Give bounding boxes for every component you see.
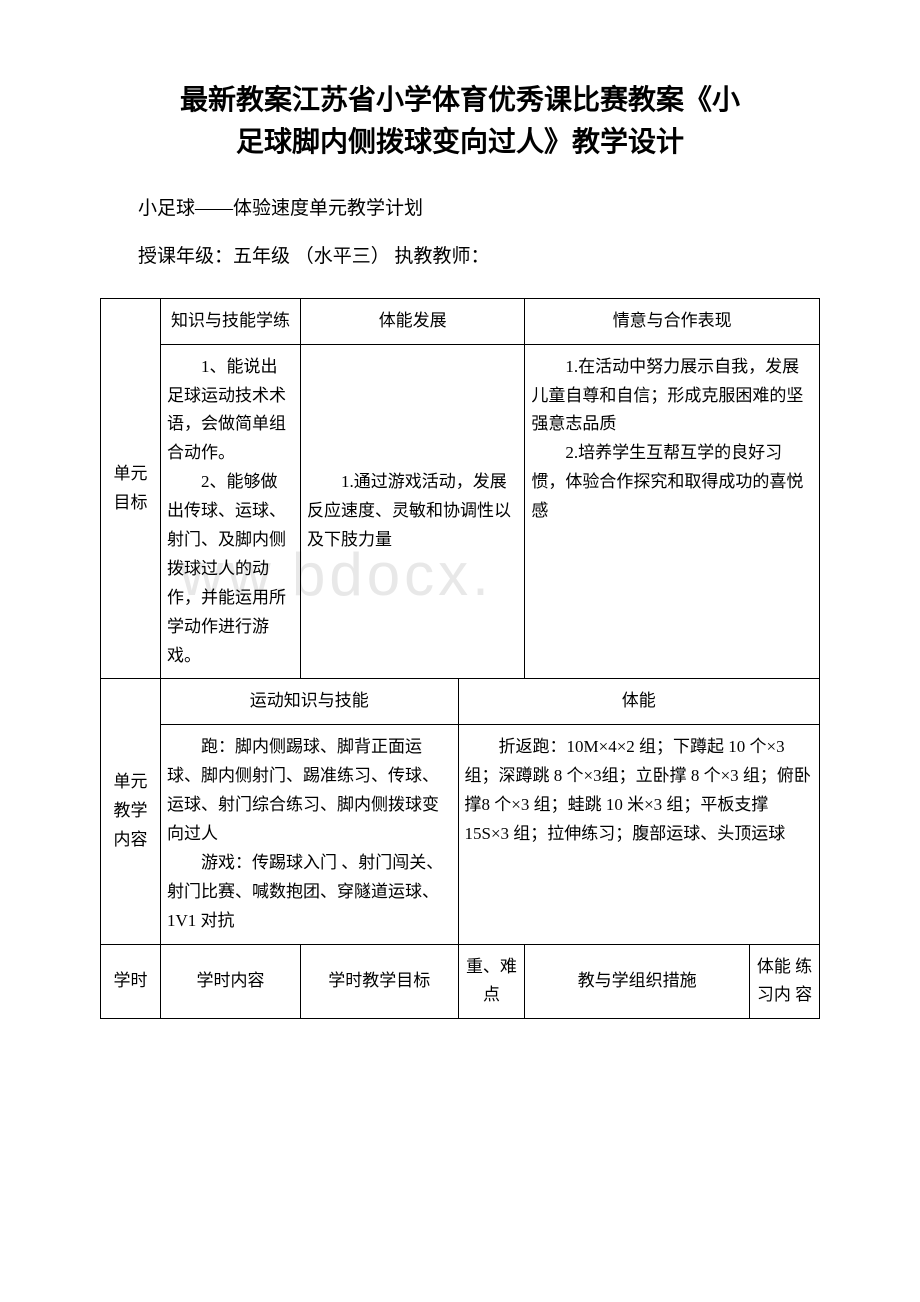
lesson-plan-table: 单元目标 知识与技能学练 体能发展 情意与合作表现 1、能说出足球运动技术术语，… <box>100 298 820 1020</box>
header-period-goal: 学时教学目标 <box>301 944 459 1019</box>
header-period: 学时 <box>101 944 161 1019</box>
table-row: 1、能说出足球运动技术术语，会做简单组合动作。 2、能够做出传球、运球、射门、及… <box>101 344 820 679</box>
header-physical: 体能 <box>458 679 820 725</box>
row-label-unit-goals: 单元目标 <box>101 298 161 679</box>
header-difficulty: 重、难点 <box>458 944 525 1019</box>
table-row: 学时 学时内容 学时教学目标 重、难点 教与学组织措施 体能 练习内 容 <box>101 944 820 1019</box>
header-teaching-org: 教与学组织措施 <box>525 944 750 1019</box>
title-line-2: 足球脚内侧拨球变向过人》教学设计 <box>236 127 684 158</box>
sport-p1: 跑：脚内侧踢球、脚背正面运球、脚内侧射门、踢准练习、传球、运球、射门综合练习、脚… <box>167 733 452 849</box>
info-line: 授课年级：五年级 （水平三） 执教教师： <box>100 242 820 272</box>
subtitle: 小足球——体验速度单元教学计划 <box>100 194 820 224</box>
table-row: 单元教学内容 运动知识与技能 体能 <box>101 679 820 725</box>
sport-p2: 游戏：传踢球入门 、射门闯关、射门比赛、喊数抱团、穿隧道运球、1V1 对抗 <box>167 849 452 936</box>
cell-knowledge-content: 1、能说出足球运动技术术语，会做简单组合动作。 2、能够做出传球、运球、射门、及… <box>161 344 301 679</box>
knowledge-p2: 2、能够做出传球、运球、射门、及脚内侧拨球过人的动作，并能运用所学动作进行游戏。 <box>167 468 294 670</box>
header-knowledge: 知识与技能学练 <box>161 298 301 344</box>
header-fitness: 体能发展 <box>301 298 525 344</box>
table-row: 跑：脚内侧踢球、脚背正面运球、脚内侧射门、踢准练习、传球、运球、射门综合练习、脚… <box>101 725 820 944</box>
cell-fitness-content: 1.通过游戏活动，发展反应速度、灵敏和协调性以及下肢力量 <box>301 344 525 679</box>
page-title: 最新教案江苏省小学体育优秀课比赛教案《小 足球脚内侧拨球变向过人》教学设计 <box>100 80 820 164</box>
cell-physical-content: 折返跑：10M×4×2 组；下蹲起 10 个×3 组；深蹲跳 8 个×3组；立卧… <box>458 725 820 944</box>
physical-p1: 折返跑：10M×4×2 组；下蹲起 10 个×3 组；深蹲跳 8 个×3组；立卧… <box>465 733 814 849</box>
attitude-p1: 1.在活动中努力展示自我，发展儿童自尊和自信；形成克服困难的坚强意志品质 <box>531 353 813 440</box>
fitness-p1: 1.通过游戏活动，发展反应速度、灵敏和协调性以及下肢力量 <box>307 468 518 555</box>
header-exercise: 体能 练习内 容 <box>750 944 820 1019</box>
cell-attitude-content: 1.在活动中努力展示自我，发展儿童自尊和自信；形成克服困难的坚强意志品质 2.培… <box>525 344 820 679</box>
header-attitude: 情意与合作表现 <box>525 298 820 344</box>
knowledge-p1: 1、能说出足球运动技术术语，会做简单组合动作。 <box>167 353 294 469</box>
table-row: 单元目标 知识与技能学练 体能发展 情意与合作表现 <box>101 298 820 344</box>
header-sport-knowledge: 运动知识与技能 <box>161 679 459 725</box>
row-label-unit-content: 单元教学内容 <box>101 679 161 944</box>
title-line-1: 最新教案江苏省小学体育优秀课比赛教案《小 <box>180 85 740 116</box>
header-period-content: 学时内容 <box>161 944 301 1019</box>
cell-sport-content: 跑：脚内侧踢球、脚背正面运球、脚内侧射门、踢准练习、传球、运球、射门综合练习、脚… <box>161 725 459 944</box>
attitude-p2: 2.培养学生互帮互学的良好习惯，体验合作探究和取得成功的喜悦感 <box>531 439 813 526</box>
